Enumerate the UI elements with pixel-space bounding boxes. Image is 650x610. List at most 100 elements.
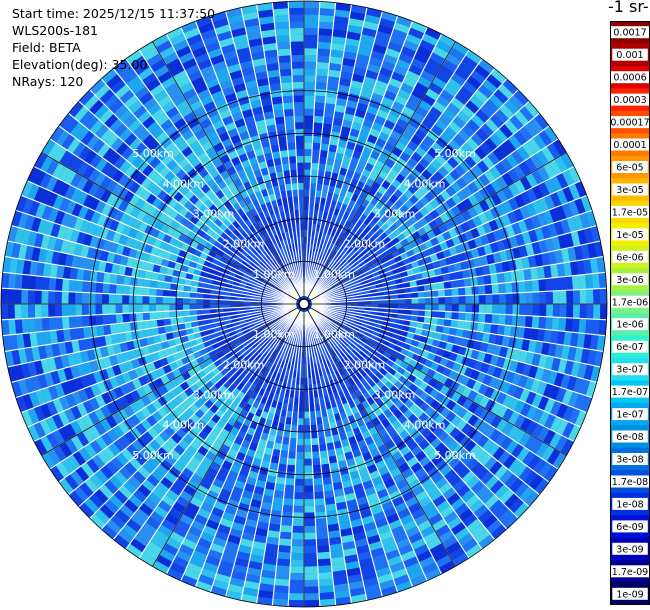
field-cell	[559, 304, 567, 318]
field-cell	[364, 354, 372, 363]
field-cell	[393, 371, 403, 381]
field-cell	[285, 478, 295, 486]
field-cell	[434, 414, 446, 426]
field-cell	[316, 341, 321, 349]
field-cell	[21, 274, 30, 290]
field-cell	[222, 359, 231, 368]
field-cell	[72, 450, 87, 467]
field-cell	[327, 185, 336, 194]
field-cell	[216, 249, 225, 257]
field-cell	[289, 437, 297, 446]
field-cell	[316, 266, 321, 274]
field-cell	[262, 556, 278, 566]
field-cell	[304, 532, 317, 540]
field-cell	[134, 230, 145, 242]
field-cell	[449, 426, 461, 440]
field-cell	[379, 231, 388, 241]
field-cell	[46, 400, 58, 417]
field-cell	[157, 70, 173, 84]
field-cell	[84, 477, 99, 494]
field-cell	[99, 346, 109, 358]
field-cell	[252, 377, 261, 386]
field-cell	[255, 265, 263, 273]
field-cell	[528, 365, 539, 379]
field-cell	[478, 285, 486, 295]
field-cell	[334, 238, 341, 246]
field-cell	[291, 417, 298, 425]
field-cell	[439, 418, 451, 431]
field-cell	[414, 434, 426, 446]
field-cell	[480, 470, 495, 485]
field-cell	[376, 209, 386, 219]
field-cell	[280, 518, 293, 526]
field-cell	[135, 295, 143, 304]
field-cell	[340, 270, 348, 277]
field-cell	[352, 115, 365, 125]
field-cell	[131, 267, 140, 278]
field-cell	[324, 281, 331, 288]
field-cell	[354, 346, 362, 354]
field-cell	[289, 27, 304, 35]
field-cell	[274, 192, 282, 200]
field-cell	[473, 236, 484, 248]
field-cell	[236, 47, 251, 57]
field-cell	[277, 177, 285, 186]
field-cell	[150, 126, 165, 139]
field-cell	[186, 167, 199, 179]
field-cell	[427, 421, 440, 433]
field-cell	[329, 277, 336, 283]
field-cell	[483, 425, 496, 439]
field-cell	[327, 287, 334, 292]
field-cell	[328, 62, 342, 72]
field-cell	[304, 128, 314, 136]
field-cell	[386, 84, 400, 95]
field-cell	[203, 298, 210, 304]
field-cell	[299, 209, 304, 217]
field-cell	[385, 346, 394, 355]
field-cell	[323, 177, 331, 186]
field-cell	[318, 443, 328, 452]
field-cell	[262, 280, 269, 286]
field-cell	[119, 341, 129, 353]
field-cell	[327, 530, 341, 539]
field-cell	[329, 421, 338, 430]
field-cell	[469, 150, 482, 165]
field-cell	[109, 273, 118, 285]
field-cell	[146, 361, 157, 373]
field-cell	[312, 129, 323, 137]
field-cell	[421, 270, 430, 279]
field-cell	[383, 249, 392, 257]
field-cell	[272, 185, 281, 194]
field-cell	[332, 434, 341, 443]
field-cell	[492, 293, 500, 304]
field-cell	[351, 233, 360, 242]
field-cell	[98, 484, 114, 500]
field-cell	[270, 260, 277, 268]
field-cell	[450, 391, 462, 403]
field-cell	[283, 396, 290, 404]
field-cell	[471, 430, 484, 444]
field-cell	[42, 330, 52, 346]
field-cell	[274, 435, 283, 444]
field-cell	[453, 262, 463, 272]
field-cell	[356, 343, 364, 351]
field-cell	[259, 576, 276, 586]
field-cell	[462, 329, 471, 339]
field-cell	[465, 99, 480, 114]
field-cell	[369, 348, 378, 356]
field-cell	[250, 163, 261, 172]
field-cell	[437, 318, 445, 327]
field-cell	[446, 156, 460, 169]
field-cell	[231, 521, 245, 532]
field-cell	[434, 193, 446, 206]
field-cell	[245, 236, 254, 244]
field-cell	[267, 329, 274, 336]
field-cell	[524, 376, 535, 391]
field-cell	[289, 34, 304, 42]
field-cell	[313, 390, 319, 398]
field-cell	[249, 349, 257, 357]
field-cell	[88, 292, 96, 304]
field-cell	[362, 480, 374, 490]
field-cell	[181, 467, 194, 480]
field-cell	[399, 514, 414, 526]
